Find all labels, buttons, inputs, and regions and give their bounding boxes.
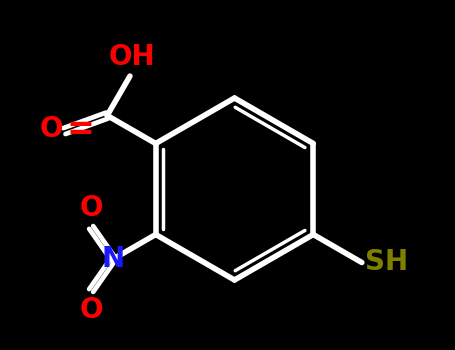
Text: O: O bbox=[39, 115, 63, 143]
Text: SH: SH bbox=[365, 248, 409, 276]
Text: O: O bbox=[80, 296, 103, 324]
Text: O: O bbox=[80, 194, 103, 222]
Text: N: N bbox=[102, 245, 125, 273]
Text: =: = bbox=[66, 113, 94, 146]
Text: OH: OH bbox=[108, 43, 155, 71]
